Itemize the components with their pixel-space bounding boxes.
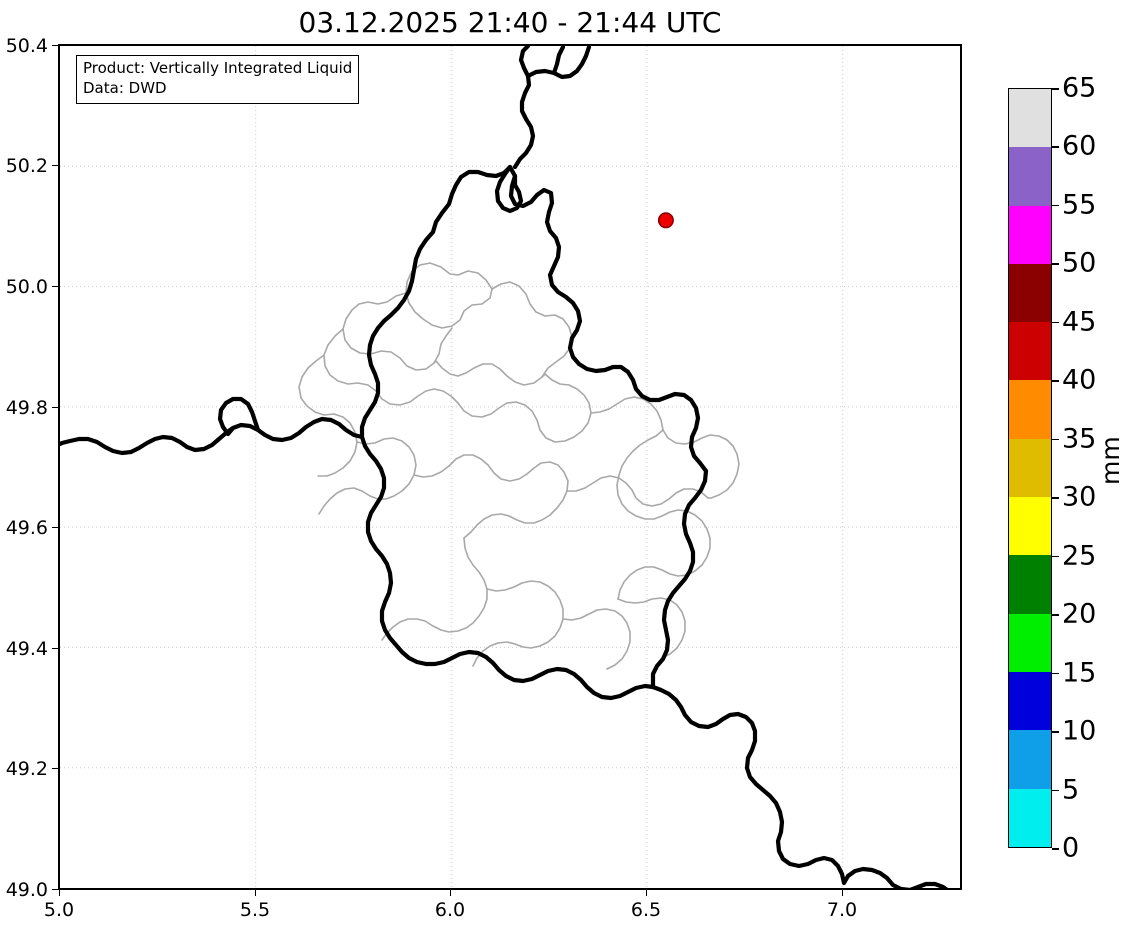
- product-info-line-product: Product: Vertically Integrated Liquid: [83, 59, 353, 77]
- xtick-label-0: 5.0: [43, 899, 75, 921]
- xtick-label-3: 6.5: [630, 899, 662, 921]
- ytick-mark-2: [52, 648, 58, 649]
- colorbar-segment-30-35: [1009, 438, 1051, 498]
- colorbar-segment-10-15: [1009, 671, 1051, 731]
- colorbar-tick-label-50: 50: [1062, 247, 1097, 279]
- colorbar-tick-label-65: 65: [1062, 72, 1097, 104]
- colorbar-tick-label-40: 40: [1062, 364, 1097, 396]
- colorbar-tick-label-25: 25: [1062, 540, 1097, 572]
- international-borders: [60, 46, 949, 888]
- colorbar-tick-mark-30: [1052, 497, 1059, 499]
- colorbar-tick-mark-20: [1052, 614, 1059, 616]
- colorbar-tick-label-10: 10: [1062, 715, 1097, 747]
- xtick-mark-3: [646, 890, 647, 896]
- colorbar-tick-label-20: 20: [1062, 598, 1097, 630]
- subregion-boundaries: [298, 262, 740, 670]
- colorbar-tick-mark-55: [1052, 204, 1059, 207]
- luxembourg-border: [359, 164, 709, 701]
- colorbar-tick-mark-0: [1052, 848, 1059, 850]
- ytick-label-4: 49.8: [5, 397, 48, 419]
- ytick-label-6: 50.2: [5, 155, 48, 177]
- colorbar-tick-label-45: 45: [1062, 306, 1097, 338]
- xtick-mark-0: [59, 890, 60, 896]
- ytick-mark-1: [52, 768, 58, 769]
- colorbar-tick-label-30: 30: [1062, 481, 1097, 513]
- xtick-label-4: 7.0: [826, 899, 858, 921]
- xtick-label-2: 6.0: [434, 899, 466, 921]
- colorbar-unit-label: mm: [1096, 436, 1125, 485]
- colorbar-tick-mark-45: [1052, 321, 1059, 324]
- page-title: 03.12.2025 21:40 - 21:44 UTC: [298, 6, 722, 39]
- colorbar-tick-label-60: 60: [1062, 130, 1097, 162]
- colorbar-segment-35-40: [1009, 380, 1051, 439]
- colorbar-segment-60-65: [1009, 89, 1051, 148]
- colorbar-segment-15-20: [1009, 613, 1051, 672]
- colorbar-segment-20-25: [1009, 555, 1051, 614]
- colorbar-tick-label-35: 35: [1062, 423, 1097, 455]
- colorbar-tick-mark-50: [1052, 263, 1059, 265]
- grid-lines: [60, 46, 960, 888]
- colorbar-segment-45-50: [1009, 263, 1051, 323]
- colorbar-tick-mark-65: [1052, 88, 1059, 90]
- ytick-label-1: 49.2: [5, 758, 48, 780]
- colorbar-tick-mark-15: [1052, 672, 1059, 675]
- ytick-mark-5: [52, 286, 58, 287]
- xtick-mark-4: [842, 890, 843, 896]
- ytick-mark-4: [52, 407, 58, 408]
- product-info-line-data: Data: DWD: [83, 78, 167, 97]
- colorbar-segment-50-55: [1009, 205, 1051, 264]
- ytick-label-0: 49.0: [5, 879, 48, 901]
- xtick-mark-2: [450, 890, 451, 896]
- colorbar-tick-label-15: 15: [1062, 657, 1097, 689]
- colorbar-tick-mark-60: [1052, 146, 1059, 148]
- ytick-mark-0: [52, 889, 58, 890]
- colorbar-tick-mark-10: [1052, 731, 1059, 733]
- colorbar-tick-mark-40: [1052, 380, 1059, 382]
- radar-site-marker[interactable]: [657, 212, 674, 229]
- colorbar-tick-label-55: 55: [1062, 189, 1097, 221]
- colorbar-tick-label-5: 5: [1062, 774, 1080, 806]
- product-info-box: Product: Vertically Integrated Liquid Da…: [76, 55, 360, 104]
- colorbar-segment-25-30: [1009, 497, 1051, 556]
- ytick-mark-6: [52, 165, 58, 166]
- map-plot-area[interactable]: Product: Vertically Integrated Liquid Da…: [58, 44, 962, 890]
- xtick-label-1: 5.5: [239, 899, 271, 921]
- colorbar[interactable]: [1008, 88, 1052, 848]
- colorbar-tick-mark-25: [1052, 555, 1059, 558]
- ytick-label-2: 49.4: [5, 638, 48, 660]
- map-canvas: [60, 46, 960, 888]
- ytick-label-5: 50.0: [5, 276, 48, 298]
- colorbar-tick-mark-35: [1052, 438, 1059, 441]
- ytick-mark-7: [52, 45, 58, 46]
- colorbar-segment-0-5: [1009, 788, 1051, 847]
- ytick-mark-3: [52, 527, 58, 528]
- colorbar-tick-label-0: 0: [1062, 832, 1080, 864]
- ytick-label-7: 50.4: [5, 35, 48, 57]
- xtick-mark-1: [255, 890, 256, 896]
- colorbar-segment-55-60: [1009, 147, 1051, 206]
- ytick-label-3: 49.6: [5, 517, 48, 539]
- colorbar-segment-40-45: [1009, 322, 1051, 381]
- colorbar-segment-5-10: [1009, 730, 1051, 789]
- colorbar-tick-mark-5: [1052, 789, 1059, 792]
